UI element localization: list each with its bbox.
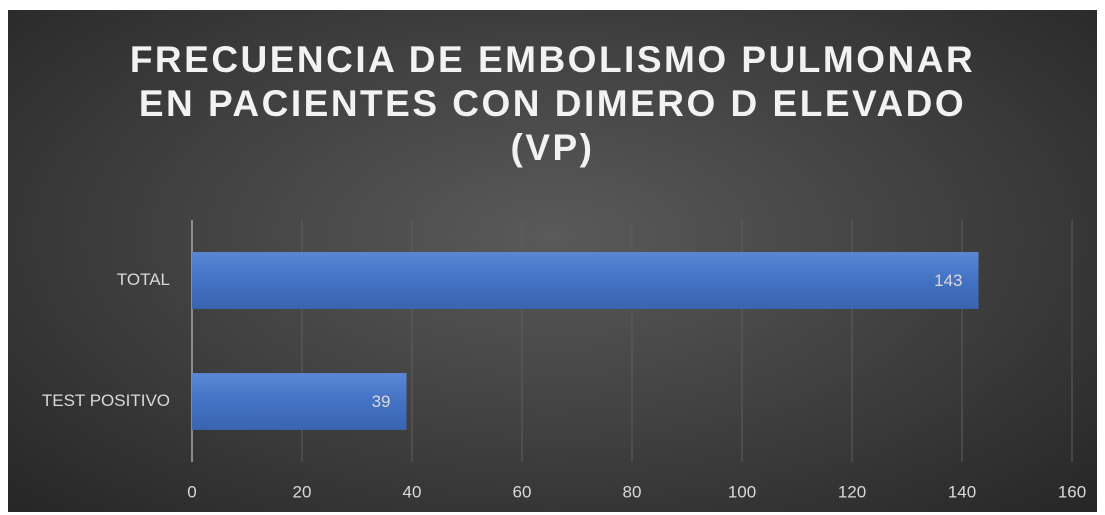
y-tick-label: TEST POSITIVO — [42, 391, 170, 410]
bar — [192, 252, 979, 309]
x-tick-label: 80 — [623, 482, 642, 501]
x-tick-label: 120 — [838, 482, 866, 501]
y-tick-label: TOTAL — [117, 270, 170, 289]
x-tick-label: 20 — [293, 482, 312, 501]
x-tick-label: 60 — [513, 482, 532, 501]
x-tick-label: 100 — [728, 482, 756, 501]
value-label: 39 — [372, 392, 391, 411]
x-tick-label: 0 — [187, 482, 196, 501]
x-tick-label: 140 — [948, 482, 976, 501]
chart-title: FRECUENCIA DE EMBOLISMO PULMONAR EN PACI… — [129, 39, 976, 168]
x-tick-label: 160 — [1058, 482, 1086, 501]
x-tick-label: 40 — [403, 482, 422, 501]
bar — [192, 373, 407, 430]
value-label: 143 — [934, 271, 962, 290]
